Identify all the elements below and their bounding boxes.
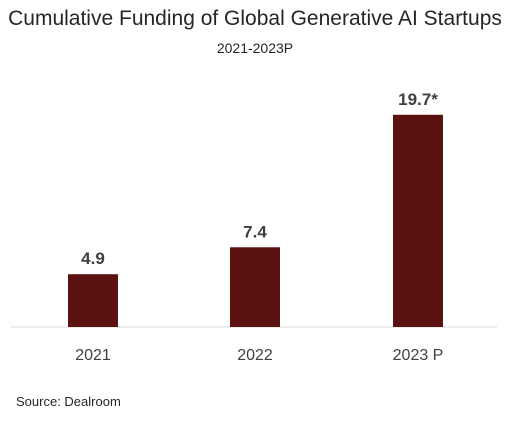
- x-tick-label: 2023 P: [393, 347, 444, 364]
- bar-2023-p: [393, 114, 443, 327]
- bar-2021: [68, 274, 118, 327]
- x-tick-label: 2022: [237, 347, 273, 364]
- tick-labels-group: 2021 2022 2023 P: [75, 347, 443, 364]
- bars-group: [68, 114, 443, 327]
- bar-2022: [230, 247, 280, 327]
- data-label: 19.7*: [398, 90, 438, 109]
- data-label: 4.9: [81, 249, 105, 268]
- data-label: 7.4: [243, 222, 267, 241]
- data-labels-group: 4.9 7.4 19.7*: [81, 90, 438, 268]
- chart-subtitle: 2021-2023P: [216, 40, 294, 56]
- source-note: Source: Dealroom: [16, 394, 121, 409]
- chart-title: Cumulative Funding of Global Generative …: [8, 7, 502, 30]
- x-tick-label: 2021: [75, 347, 111, 364]
